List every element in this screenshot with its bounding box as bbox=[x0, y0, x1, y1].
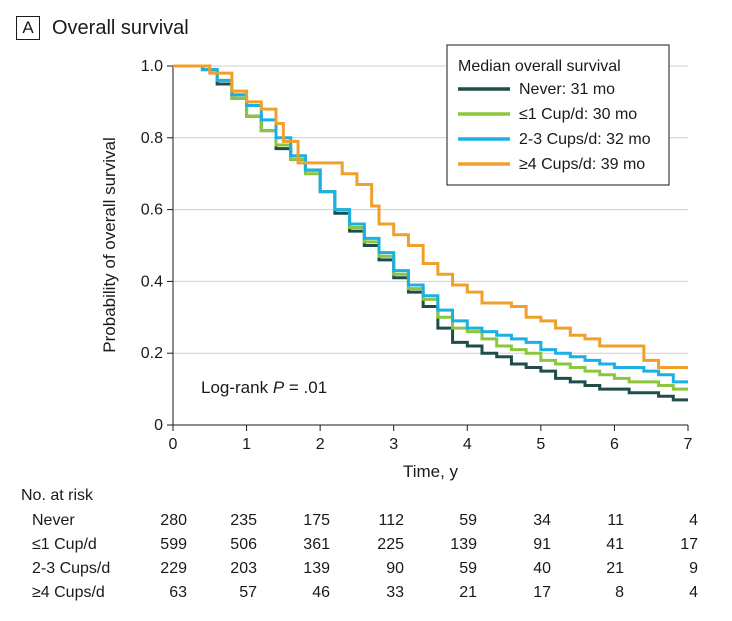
y-tick-label: 0.6 bbox=[141, 202, 163, 219]
x-tick-label: 0 bbox=[169, 436, 178, 453]
axes: 0 0.2 0.4 0.6 0.8 1.0 0 1 2 3 4 5 6 7 Time, y Probabili… bbox=[100, 58, 693, 481]
legend-label: ≥4 Cups/d: 39 mo bbox=[519, 156, 645, 173]
x-axis-label: Time, y bbox=[403, 462, 459, 481]
y-tick-label: 0.2 bbox=[141, 345, 163, 362]
x-tick-label: 2 bbox=[316, 436, 325, 453]
x-tick-label: 5 bbox=[536, 436, 545, 453]
survival-curves bbox=[173, 64, 688, 402]
x-tick-label: 1 bbox=[242, 436, 251, 453]
legend-title: Median overall survival bbox=[458, 58, 621, 75]
log-rank-annotation: Log-rank P = .01 bbox=[201, 378, 327, 397]
y-tick-label: 0 bbox=[154, 417, 163, 434]
x-tick-label: 3 bbox=[389, 436, 398, 453]
y-tick-label: 0.4 bbox=[141, 273, 163, 290]
panel-letter: A bbox=[22, 18, 34, 37]
panel-title: Overall survival bbox=[52, 17, 189, 39]
y-axis-label: Probability of overall survival bbox=[100, 137, 119, 352]
gridlines bbox=[173, 65, 688, 354]
y-tick-label: 0.8 bbox=[141, 130, 163, 147]
x-tick-label: 6 bbox=[610, 436, 619, 453]
legend-label: Never: 31 mo bbox=[519, 81, 615, 98]
panel-letter-box: A bbox=[16, 16, 40, 40]
legend-label: ≤1 Cup/d: 30 mo bbox=[519, 106, 637, 123]
x-tick-label: 7 bbox=[684, 436, 693, 453]
legend-label: 2-3 Cups/d: 32 mo bbox=[519, 131, 651, 148]
legend: Median overall survival Never: 31 mo ≤1 Cu… bbox=[446, 44, 670, 186]
series-line-3 bbox=[173, 64, 688, 370]
x-tick-label: 4 bbox=[463, 436, 472, 453]
y-tick-label: 1.0 bbox=[141, 58, 163, 75]
